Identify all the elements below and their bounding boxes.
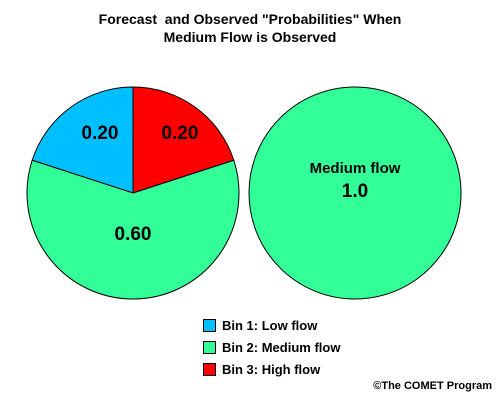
legend-label-high-flow: Bin 3: High flow	[222, 361, 321, 377]
chart-title-line-2: Medium Flow is Observed	[163, 29, 337, 45]
chart-title: Forecast and Observed "Probabilities" Wh…	[0, 10, 500, 46]
chart-title-line-1: Forecast and Observed "Probabilities" Wh…	[98, 11, 402, 27]
pie-slice-bin-2-medium-flow	[26, 159, 240, 300]
legend-swatch-medium-flow	[203, 340, 216, 354]
slice-value-label-bin-1-low-flow: 0.20	[82, 123, 119, 144]
pie-chart-2: Medium flow 1.0	[248, 86, 462, 300]
legend-label-low-flow: Bin 1: Low flow	[222, 317, 318, 333]
slice-category-label: Medium flow	[310, 160, 401, 177]
pie-slice-bin-3-high-flow	[132, 86, 235, 194]
legend-item-medium-flow: Bin 2: Medium flow	[203, 336, 340, 358]
slice-value-label: 1.0	[342, 181, 368, 202]
slice-value-label-bin-3-high-flow: 0.20	[162, 123, 199, 144]
legend-label-medium-flow: Bin 2: Medium flow	[222, 339, 341, 355]
legend: Bin 1: Low flow Bin 2: Medium flow Bin 3…	[203, 314, 340, 380]
pie-slice-bin-1-low-flow	[31, 86, 134, 194]
pie-chart-1: 0.20 0.20 0.60	[26, 86, 240, 300]
legend-item-high-flow: Bin 3: High flow	[203, 358, 340, 380]
legend-swatch-high-flow	[203, 362, 216, 376]
pie-slice-bin-2-medium-flow	[248, 86, 462, 300]
credit-text: ©The COMET Program	[373, 380, 492, 392]
legend-swatch-low-flow	[203, 318, 216, 332]
slice-value-label-bin-2-medium-flow: 0.60	[115, 224, 152, 245]
legend-item-low-flow: Bin 1: Low flow	[203, 314, 340, 336]
